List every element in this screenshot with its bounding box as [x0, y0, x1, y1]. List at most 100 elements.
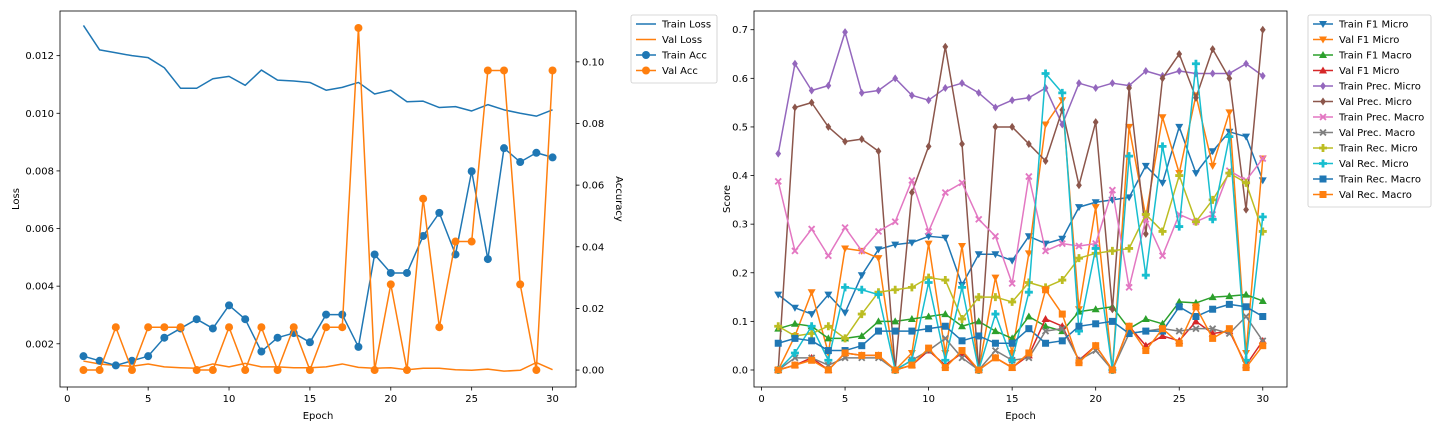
series-12	[774, 286, 1267, 374]
data-point	[176, 323, 185, 332]
series-5	[775, 28, 1266, 158]
data-point	[842, 28, 848, 37]
data-point	[874, 351, 882, 359]
data-point	[402, 366, 411, 375]
data-point	[1092, 320, 1100, 328]
data-point	[1176, 67, 1183, 76]
data-point	[1158, 227, 1167, 236]
series-1	[774, 123, 1267, 319]
legend-item: Val Rec. Macro	[1313, 190, 1412, 201]
data-point	[1158, 319, 1167, 327]
data-point	[925, 344, 933, 352]
data-point	[909, 188, 915, 197]
data-point	[808, 337, 816, 345]
legend-label: Val Rec. Micro	[1339, 159, 1409, 170]
data-point	[791, 334, 799, 342]
data-point	[942, 84, 949, 93]
data-point	[1059, 105, 1066, 114]
series-1	[82, 24, 553, 117]
legend-item: Val Prec. Micro	[1313, 97, 1412, 108]
data-point	[1075, 322, 1083, 330]
legend-label: Train Loss	[661, 20, 711, 31]
data-point	[273, 333, 282, 342]
data-point	[1076, 181, 1082, 190]
data-point	[1209, 45, 1216, 54]
series-line	[777, 126, 1264, 315]
data-point	[1042, 286, 1050, 294]
data-point	[958, 314, 967, 323]
data-point	[891, 366, 899, 374]
y-tick-label: 0.002	[25, 339, 54, 350]
data-point	[1108, 366, 1116, 374]
data-point	[467, 167, 476, 176]
legend-label: Train Rec. Macro	[1338, 175, 1421, 186]
legend-marker	[642, 51, 650, 59]
legend-marker	[1319, 66, 1327, 74]
data-point	[1008, 356, 1017, 365]
data-point	[1041, 69, 1050, 78]
data-point	[1041, 314, 1050, 322]
data-point	[792, 59, 798, 68]
data-point	[774, 177, 782, 185]
legend-item: Train Acc	[636, 51, 707, 62]
data-point	[1125, 194, 1134, 202]
data-point	[1209, 69, 1216, 78]
data-point	[807, 322, 816, 331]
series-line	[83, 27, 554, 371]
data-point	[908, 176, 916, 185]
data-point	[1175, 123, 1184, 131]
data-point	[1025, 139, 1032, 148]
data-point	[1059, 120, 1066, 129]
y2-tick-label: 0.02	[582, 304, 604, 315]
data-point	[924, 240, 933, 248]
legend-label: Val Loss	[662, 35, 702, 46]
data-point	[1225, 292, 1234, 300]
data-point	[1191, 217, 1200, 226]
data-point	[1108, 317, 1116, 325]
data-point	[858, 342, 866, 350]
data-point	[774, 339, 782, 347]
y-tick-label: 0.7	[732, 25, 748, 36]
data-point	[808, 225, 816, 233]
data-point	[991, 310, 1000, 319]
data-point	[875, 147, 882, 156]
data-point	[1041, 327, 1050, 335]
data-point	[241, 315, 250, 324]
data-point	[958, 243, 967, 251]
data-point	[1125, 152, 1134, 161]
legend-marker	[1320, 97, 1326, 106]
data-point	[1176, 50, 1183, 59]
data-point	[857, 272, 866, 280]
data-point	[1175, 339, 1183, 347]
data-point	[1141, 271, 1150, 280]
data-point	[958, 179, 966, 187]
data-point	[1058, 239, 1066, 248]
legend-item: Val Acc	[636, 66, 698, 77]
data-point	[1042, 339, 1050, 347]
x-axis-label: Epoch	[303, 411, 334, 422]
data-point	[891, 218, 899, 226]
data-point	[774, 291, 783, 299]
data-point	[790, 348, 799, 357]
data-point	[241, 366, 250, 375]
y-tick-label: 0.0	[732, 365, 748, 376]
data-point	[192, 366, 201, 375]
y-tick-label: 0.6	[732, 74, 748, 85]
x-tick-label: 15	[1006, 394, 1019, 405]
data-point	[907, 239, 916, 247]
plot-frame	[753, 10, 1288, 388]
data-point	[791, 354, 799, 362]
legend-marker	[1319, 21, 1327, 28]
data-point	[790, 304, 799, 312]
data-point	[79, 352, 88, 361]
data-point	[1058, 310, 1066, 318]
data-point	[1074, 327, 1083, 336]
y-tick-label: 0.010	[25, 109, 54, 120]
data-point	[1175, 297, 1184, 305]
data-point	[354, 342, 363, 351]
data-point	[257, 347, 266, 356]
legend-item: Val Loss	[636, 35, 702, 46]
data-point	[208, 366, 217, 375]
data-point	[322, 310, 331, 319]
data-point	[825, 122, 832, 131]
